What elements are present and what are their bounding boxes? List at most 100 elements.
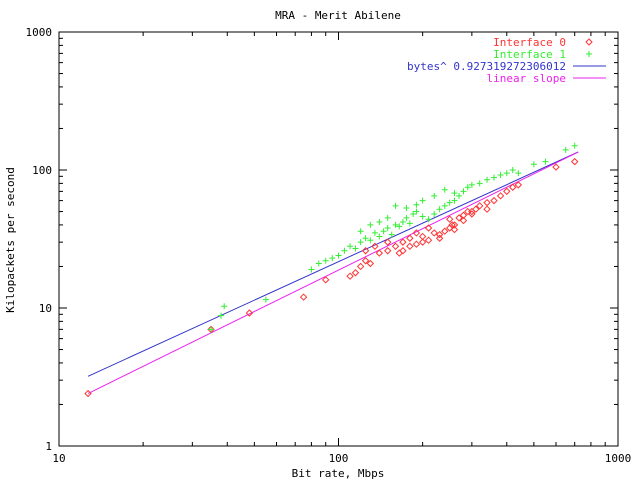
data-point-plus xyxy=(490,174,497,181)
data-point-plus xyxy=(392,221,399,228)
data-point-plus xyxy=(410,210,417,217)
data-point-plus xyxy=(503,170,510,177)
y-tick-label: 1 xyxy=(45,440,52,453)
data-point-plus xyxy=(403,205,410,212)
y-tick-label: 100 xyxy=(32,164,52,177)
data-point-diamond xyxy=(424,236,433,244)
data-point-diamond xyxy=(406,242,414,250)
data-point-plus xyxy=(530,161,537,168)
data-point-plus xyxy=(468,181,475,188)
data-point-plus xyxy=(371,229,378,236)
data-point-plus xyxy=(446,199,453,206)
data-point-plus xyxy=(367,237,374,244)
data-point-plus xyxy=(571,142,578,149)
data-point-diamond xyxy=(384,238,392,246)
data-point-plus xyxy=(441,186,448,193)
data-point-plus xyxy=(392,202,399,209)
series-line xyxy=(87,151,579,377)
data-point-plus xyxy=(441,202,448,209)
data-point-diamond xyxy=(391,242,400,250)
data-point-plus xyxy=(362,235,369,242)
data-point-diamond xyxy=(299,293,308,301)
data-point-diamond xyxy=(371,242,379,250)
data-point-plus xyxy=(384,214,391,221)
data-point-diamond xyxy=(459,216,468,225)
data-point-plus xyxy=(376,233,383,240)
data-point-diamond xyxy=(459,211,468,219)
data-point-diamond xyxy=(490,196,498,205)
plot-points xyxy=(84,142,579,398)
x-axis-label: Bit rate, Mbps xyxy=(292,467,385,480)
data-point-diamond xyxy=(399,238,407,246)
data-point-plus xyxy=(357,228,364,235)
chart-title: MRA - Merit Abilene xyxy=(275,9,401,22)
y-tick-label: 10 xyxy=(39,302,52,315)
data-point-diamond xyxy=(406,234,414,242)
data-point-plus xyxy=(262,296,269,303)
y-axis-label: Kilopackets per second xyxy=(4,167,17,313)
data-point-plus xyxy=(451,197,458,204)
data-point-plus xyxy=(451,190,458,197)
data-point-plus xyxy=(436,206,443,213)
data-point-plus xyxy=(315,260,322,267)
data-point-diamond xyxy=(514,181,523,189)
data-point-diamond xyxy=(496,192,505,200)
data-point-plus xyxy=(509,167,516,173)
data-point-diamond xyxy=(468,207,476,216)
data-point-plus xyxy=(515,170,522,177)
data-point-plus xyxy=(357,239,364,246)
legend-label: linear slope xyxy=(487,72,566,85)
legend-label: Interface 0 xyxy=(493,36,566,49)
data-point-diamond xyxy=(375,249,384,257)
data-point-diamond xyxy=(585,38,593,46)
data-point-plus xyxy=(586,51,592,57)
data-point-plus xyxy=(413,201,420,208)
data-point-plus xyxy=(497,171,504,178)
data-point-plus xyxy=(484,176,491,183)
data-point-plus xyxy=(380,228,387,235)
data-point-plus xyxy=(403,214,410,221)
data-point-diamond xyxy=(552,163,560,171)
data-point-plus xyxy=(406,220,413,227)
data-point-plus xyxy=(308,266,315,273)
data-point-diamond xyxy=(366,259,375,268)
data-point-plus xyxy=(476,180,483,187)
data-point-diamond xyxy=(446,215,454,223)
data-point-diamond xyxy=(448,221,456,229)
data-point-diamond xyxy=(450,221,459,229)
data-point-diamond xyxy=(483,205,491,213)
data-point-diamond xyxy=(245,309,254,317)
data-point-diamond xyxy=(450,225,459,234)
data-point-diamond xyxy=(399,247,407,255)
legend-label: bytes^ 0.927319272306012 xyxy=(407,60,566,73)
data-point-plus xyxy=(431,210,438,217)
data-point-plus xyxy=(335,252,342,259)
data-point-diamond xyxy=(84,389,92,398)
data-point-diamond xyxy=(455,214,463,222)
data-point-plus xyxy=(542,158,549,165)
data-point-plus xyxy=(221,303,228,310)
data-point-plus xyxy=(399,218,406,225)
data-point-plus xyxy=(460,188,467,195)
x-tick-label: 100 xyxy=(329,452,349,465)
data-point-diamond xyxy=(361,257,370,265)
data-point-plus xyxy=(218,312,225,319)
data-point-plus xyxy=(431,192,438,199)
data-point-diamond xyxy=(508,183,517,191)
data-point-diamond xyxy=(472,205,480,213)
legend-label: Interface 1 xyxy=(493,48,566,61)
data-point-diamond xyxy=(418,238,427,246)
data-point-diamond xyxy=(435,234,444,242)
data-point-plus xyxy=(367,221,374,228)
plot-lines xyxy=(87,151,579,394)
data-point-diamond xyxy=(503,187,511,196)
data-point-plus xyxy=(464,184,471,191)
y-tick-label: 1000 xyxy=(26,26,53,39)
data-point-plus xyxy=(376,218,383,225)
data-point-diamond xyxy=(384,247,392,255)
data-point-diamond xyxy=(412,229,421,237)
data-point-diamond xyxy=(346,272,354,280)
